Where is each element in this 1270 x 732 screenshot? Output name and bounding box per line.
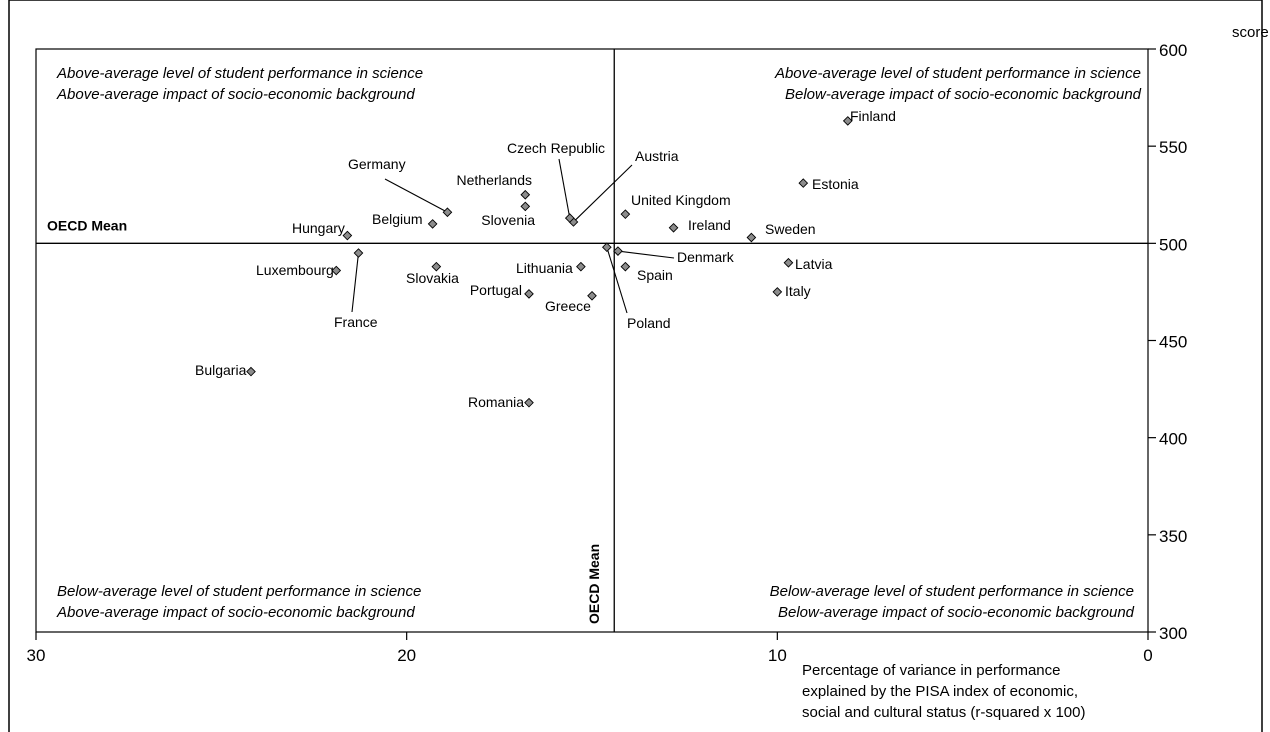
point-france <box>353 248 364 258</box>
point-hungary <box>342 230 353 241</box>
quadrant-label-bottom-right: Below-average impact of socio-economic b… <box>778 604 1135 621</box>
y-tick-label: 400 <box>1159 430 1187 449</box>
axes: 300 350 400 450 500 550 600 score 30 20 10 0 Percent… <box>27 24 1269 721</box>
point-label: Ireland <box>688 217 731 233</box>
y-tick-label: 550 <box>1159 138 1187 157</box>
point-label: Romania <box>468 394 524 410</box>
point-label: Bulgaria <box>195 362 247 378</box>
quadrant-label-bottom-left: Above-average impact of socio-economic b… <box>56 604 415 621</box>
point-netherlands <box>520 189 531 200</box>
point-slovakia <box>431 261 442 272</box>
y-tick-label: 350 <box>1159 527 1187 546</box>
point-slovenia <box>520 201 531 212</box>
leader-line <box>351 252 360 313</box>
point-label: Netherlands <box>457 172 533 188</box>
y-tick-label: 450 <box>1159 333 1187 352</box>
point-label: France <box>334 314 378 330</box>
point-label: Lithuania <box>516 260 573 276</box>
point-label: Sweden <box>765 221 816 237</box>
point-czech-republic <box>564 213 575 223</box>
point-label: Estonia <box>812 176 859 192</box>
data-points <box>246 116 853 408</box>
leader-line <box>573 164 633 223</box>
point-label: Greece <box>545 298 591 314</box>
x-axis-label-line: social and cultural status (r-squared x … <box>802 704 1085 721</box>
point-united-kingdom <box>620 209 631 220</box>
x-tick-label: 20 <box>397 646 416 665</box>
point-label: Luxembourg <box>256 262 334 278</box>
quadrant-label-top-left: Above-average impact of socio-economic b… <box>56 86 415 103</box>
point-romania <box>524 397 534 408</box>
quadrant-label-top-right: Below-average impact of socio-economic b… <box>785 86 1142 103</box>
point-spain <box>620 261 631 272</box>
point-label: Finland <box>850 108 896 124</box>
point-germany <box>442 207 453 218</box>
point-luxembourg <box>331 265 342 276</box>
point-denmark <box>613 246 623 256</box>
point-labels: Finland Estonia Sweden Latvia Italy United Ki… <box>195 108 896 410</box>
point-label: Austria <box>635 148 679 164</box>
point-label: Latvia <box>795 256 833 272</box>
quadrant-label-bottom-right: Below-average level of student performan… <box>770 583 1134 600</box>
point-label: Belgium <box>372 211 423 227</box>
point-label: Slovenia <box>481 212 535 228</box>
point-poland <box>601 242 612 253</box>
point-label: Portugal <box>470 282 522 298</box>
point-estonia <box>798 178 809 188</box>
point-greece <box>587 290 597 301</box>
leader-line <box>384 178 448 213</box>
quadrant-label-bottom-left: Below-average level of student performan… <box>57 583 421 600</box>
point-label: Poland <box>627 315 671 331</box>
point-label: Germany <box>348 156 406 172</box>
point-label: Czech Republic <box>507 140 605 156</box>
point-portugal <box>524 289 534 299</box>
oecd-mean-lines: OECD Mean OECD Mean <box>36 49 1148 632</box>
x-tick-label: 0 <box>1143 646 1152 665</box>
point-label: Spain <box>637 267 673 283</box>
x-axis-label-line: explained by the PISA index of economic, <box>802 683 1078 700</box>
point-latvia <box>783 257 794 268</box>
leader-line <box>617 250 675 259</box>
quadrant-label-top-left: Above-average level of student performan… <box>56 65 423 82</box>
point-ireland <box>668 222 679 233</box>
leader-line <box>558 158 571 219</box>
x-axis-label-line: Percentage of variance in performance <box>802 662 1060 679</box>
leader-lines <box>351 158 675 314</box>
oecd-mean-label-horizontal: OECD Mean <box>47 217 127 233</box>
point-italy <box>772 287 783 297</box>
y-tick-label: 300 <box>1159 624 1187 643</box>
x-tick-label: 30 <box>27 646 46 665</box>
point-sweden <box>746 232 757 243</box>
point-bulgaria <box>246 366 256 377</box>
quadrant-labels: Above-average level of student performan… <box>56 65 1142 621</box>
y-tick-label: 600 <box>1159 41 1187 60</box>
y-tick-label: 500 <box>1159 235 1187 254</box>
point-label: Hungary <box>292 220 345 236</box>
oecd-mean-label-vertical: OECD Mean <box>586 544 602 624</box>
point-lithuania <box>576 261 586 272</box>
point-label: Denmark <box>677 249 735 265</box>
point-label: United Kingdom <box>631 192 731 208</box>
x-tick-label: 10 <box>768 646 787 665</box>
y-axis-label: score <box>1232 24 1269 41</box>
quadrant-label-top-right: Above-average level of student performan… <box>774 65 1141 82</box>
point-label: Slovakia <box>406 270 459 286</box>
point-belgium <box>427 219 438 229</box>
point-finland <box>842 116 853 126</box>
point-label: Italy <box>785 283 811 299</box>
leader-line <box>606 247 628 314</box>
